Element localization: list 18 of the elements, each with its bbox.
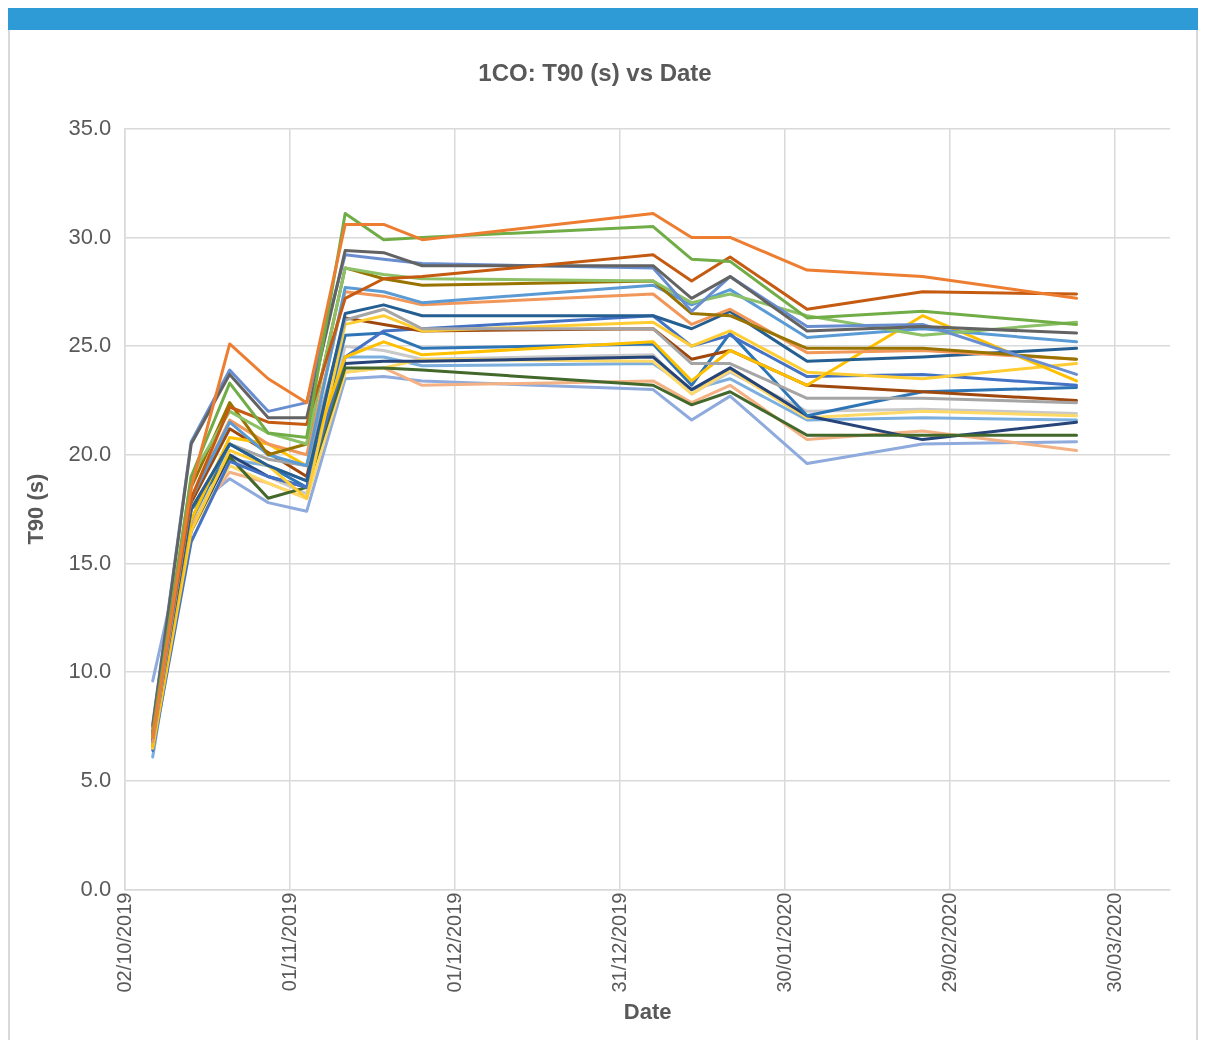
y-tick-label: 25.0: [68, 332, 112, 358]
x-tick-label: 30/01/2020: [772, 892, 795, 993]
y-tick-label: 15.0: [68, 549, 112, 575]
x-tick-label: 30/03/2020: [1102, 892, 1125, 993]
x-tick-label: 02/10/2019: [112, 892, 135, 993]
y-tick-label: 35.0: [68, 114, 112, 140]
x-axis-title: Date: [623, 998, 672, 1024]
x-tick-label: 01/12/2019: [442, 892, 465, 993]
x-tick-label: 01/11/2019: [277, 892, 300, 992]
y-tick-label: 30.0: [68, 223, 112, 249]
y-tick-label: 10.0: [68, 658, 112, 684]
y-tick-label: 20.0: [68, 440, 112, 466]
y-axis-title: T90 (s): [23, 473, 49, 545]
x-tick-label: 31/12/2019: [607, 892, 630, 993]
chart-title: 1CO: T90 (s) vs Date: [478, 59, 712, 87]
x-tick-label: 29/02/2020: [937, 892, 960, 993]
y-tick-label: 5.0: [80, 766, 112, 792]
y-tick-label: 0.0: [80, 875, 112, 901]
